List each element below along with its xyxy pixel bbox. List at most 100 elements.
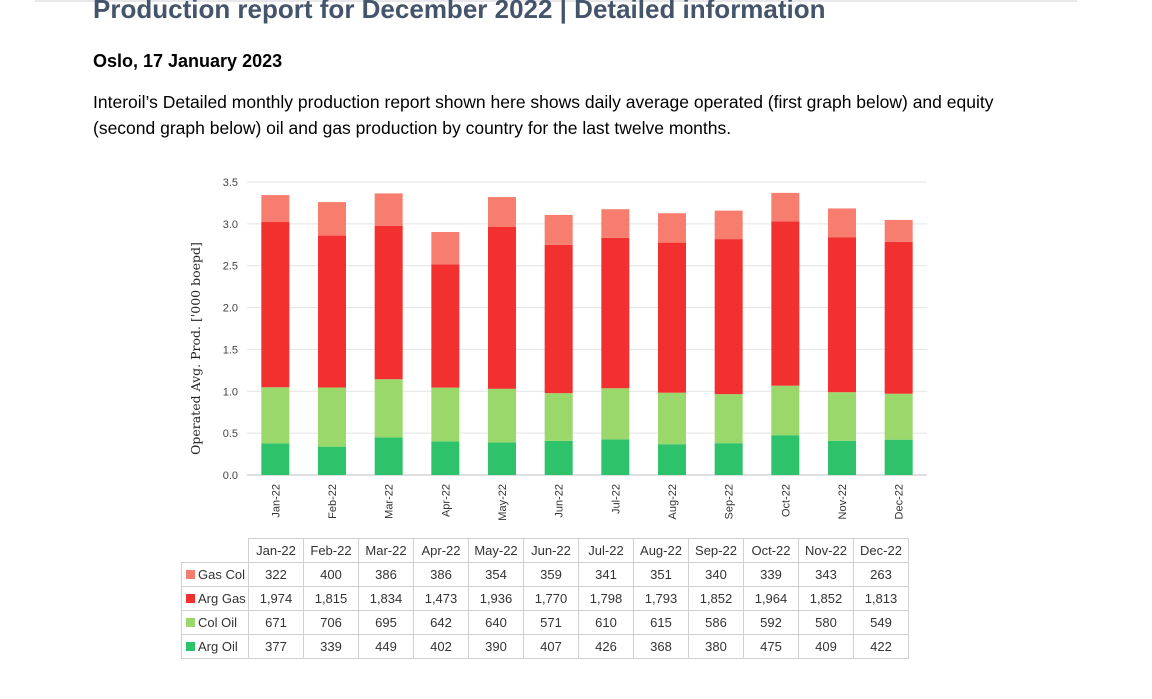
table-cell: 343 (798, 562, 854, 587)
bar-arg-oil (771, 435, 800, 475)
y-axis-label: Operated Avg. Prod. ['000 boepd] (188, 242, 203, 455)
bar-gas-col (318, 202, 346, 236)
bar-arg-oil (601, 439, 630, 475)
y-tick-label: 2.0 (223, 303, 238, 315)
legend-swatch-icon (186, 642, 195, 651)
table-cell: 671 (248, 610, 304, 635)
table-cell: 1,770 (523, 586, 579, 611)
data-table: Jan-22 Feb-22 Mar-22 Apr-22 May-22 Jun-22 Jul-… (181, 538, 909, 659)
table-cell: 580 (798, 610, 854, 635)
bar-col-oil (601, 388, 630, 440)
top-divider (35, 0, 1077, 2)
legend-swatch-icon (186, 570, 195, 579)
bar-gas-col (601, 209, 630, 238)
table-cell: 339 (303, 634, 359, 659)
bar-gas-col (714, 210, 743, 240)
table-header-cell: Dec-22 (853, 538, 909, 563)
table-row-label: Arg Gas (181, 586, 249, 611)
bar-gas-col (658, 213, 686, 243)
bar-arg-gas (431, 264, 460, 388)
bar-col-oil (771, 385, 800, 436)
bar-arg-oil (658, 444, 686, 475)
table-header-cell: Feb-22 (303, 538, 359, 563)
table-cell: 1,798 (578, 586, 634, 611)
bar-gas-col (374, 193, 403, 226)
table-cell: 615 (633, 610, 689, 635)
bar-arg-oil (488, 442, 516, 475)
bar-gas-col (544, 214, 573, 245)
y-tick-label: 1.0 (223, 386, 238, 398)
table-cell: 1,473 (413, 586, 469, 611)
table-cell: 422 (853, 634, 909, 659)
x-tick-label: Jan-22 (270, 484, 282, 518)
table-cell: 706 (303, 610, 359, 635)
bar-col-oil (374, 379, 403, 438)
table-cell: 592 (743, 610, 799, 635)
x-tick-label: Mar-22 (384, 484, 396, 519)
table-cell: 1,834 (358, 586, 414, 611)
bar-arg-gas (828, 237, 856, 393)
bar-col-oil (544, 393, 573, 441)
bar-arg-gas (658, 242, 686, 393)
intro-paragraph: Interoil’s Detailed monthly production r… (93, 92, 994, 138)
table-header-cell: Jan-22 (248, 538, 304, 563)
table-cell: 475 (743, 634, 799, 659)
table-header-cell: Mar-22 (358, 538, 414, 563)
table-header-cell: Oct-22 (743, 538, 799, 563)
table-cell: 1,974 (248, 586, 304, 611)
dateline: Oslo, 17 January 2023 (93, 51, 283, 71)
table-row-label: Col Oil (181, 610, 249, 635)
table-cell: 402 (413, 634, 469, 659)
bar-arg-gas (318, 235, 346, 388)
table-corner (181, 538, 249, 563)
table-header-cell: Nov-22 (798, 538, 854, 563)
table-cell: 340 (688, 562, 744, 587)
bar-col-oil (318, 387, 346, 447)
table-cell: 390 (468, 634, 524, 659)
table-cell: 341 (578, 562, 634, 587)
table-cell: 549 (853, 610, 909, 635)
table-cell: 400 (303, 562, 359, 587)
table-cell: 642 (413, 610, 469, 635)
table-cell: 571 (523, 610, 579, 635)
table-cell: 368 (633, 634, 689, 659)
bar-arg-gas (714, 239, 743, 395)
table-header-cell: Aug-22 (633, 538, 689, 563)
x-tick-label: Feb-22 (327, 484, 339, 519)
bar-arg-oil (261, 443, 290, 475)
table-cell: 1,964 (743, 586, 799, 611)
bar-col-oil (488, 388, 516, 443)
legend-swatch-icon (186, 618, 195, 627)
bar-arg-oil (828, 440, 856, 475)
y-tick-label: 0.0 (223, 470, 238, 482)
bar-col-oil (884, 393, 913, 440)
bar-gas-col (488, 197, 516, 227)
bar-arg-gas (544, 244, 573, 394)
table-row: Gas Col 322 400 386 386 354 359 341 351 340 339 343… (181, 562, 909, 587)
y-tick-label: 1.5 (223, 344, 238, 356)
x-tick-label: Oct-22 (780, 484, 792, 517)
bar-gas-col (771, 192, 800, 222)
page-title: Production report for December 2022 | De… (93, 0, 826, 24)
table-cell: 263 (853, 562, 909, 587)
bar-arg-gas (601, 237, 630, 389)
bar-arg-gas (771, 221, 800, 386)
bar-col-oil (714, 394, 743, 444)
bar-col-oil (431, 387, 460, 442)
bar-arg-oil (714, 443, 743, 475)
table-cell: 1,813 (853, 586, 909, 611)
table-header-cell: Apr-22 (413, 538, 469, 563)
table-cell: 339 (743, 562, 799, 587)
table-cell: 377 (248, 634, 304, 659)
legend-swatch-icon (186, 594, 195, 603)
table-cell: 322 (248, 562, 304, 587)
table-cell: 351 (633, 562, 689, 587)
table-row-label: Gas Col (181, 562, 249, 587)
bar-gas-col (884, 219, 913, 242)
x-tick-label: Dec-22 (894, 484, 906, 519)
bar-arg-gas (488, 226, 516, 389)
y-tick-label: 0.5 (223, 428, 238, 440)
y-tick-label: 3.5 (223, 177, 238, 189)
table-cell: 1,793 (633, 586, 689, 611)
